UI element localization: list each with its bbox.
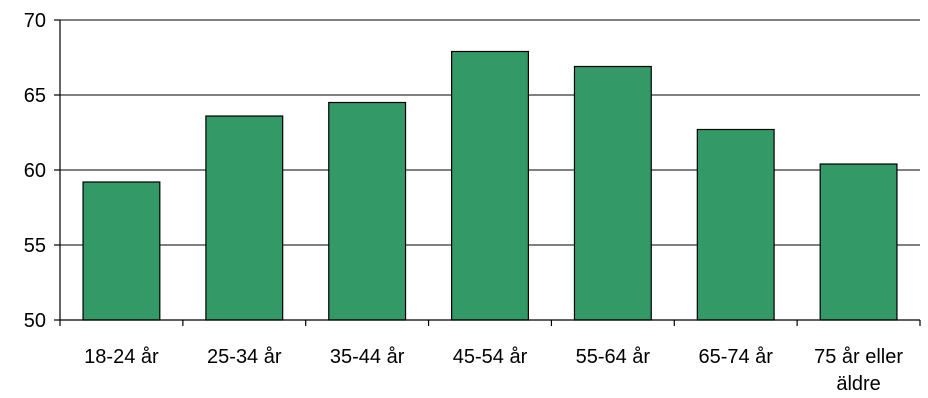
y-tick-label: 50 [24,310,46,332]
x-tick-label: 75 år eller äldre [814,346,903,395]
x-tick-label-line: 25-34 år [207,346,282,368]
x-tick-label-line: 65-74 år [698,346,773,368]
bar-7 [819,163,898,321]
x-tick-label: 35-44 år [330,346,405,368]
x-tick-label: 55-64 år [576,346,651,368]
bar-4 [451,50,529,321]
bars [82,50,898,321]
x-tick-label: 45-54 år [453,346,528,368]
x-tick-label-line: 75 år eller [814,346,903,368]
x-tick-label-line: äldre [836,373,880,395]
x-tick-label-line: 18-24 år [84,346,159,368]
y-tick-label: 70 [24,10,46,32]
y-tick-label: 60 [24,160,46,182]
bar-1 [82,181,161,321]
y-tick-label: 55 [24,235,46,257]
x-tick-label-line: 45-54 år [453,346,528,368]
axes [54,19,921,326]
bar-2 [205,115,284,321]
x-tick-label: 65-74 år [698,346,773,368]
x-tick-label-line: 35-44 år [330,346,405,368]
y-tick-label: 65 [24,85,46,107]
x-tick-label: 18-24 år [84,346,159,368]
tick-labels: 50 55 60 65 70 18-24 år 25-34 år 35-44 år 45-54 … [24,10,904,395]
x-tick-label-line: 55-64 år [576,346,651,368]
bar-6 [696,128,775,321]
bar-3 [328,101,407,321]
bar-5 [573,65,652,321]
x-tick-label: 25-34 år [207,346,282,368]
